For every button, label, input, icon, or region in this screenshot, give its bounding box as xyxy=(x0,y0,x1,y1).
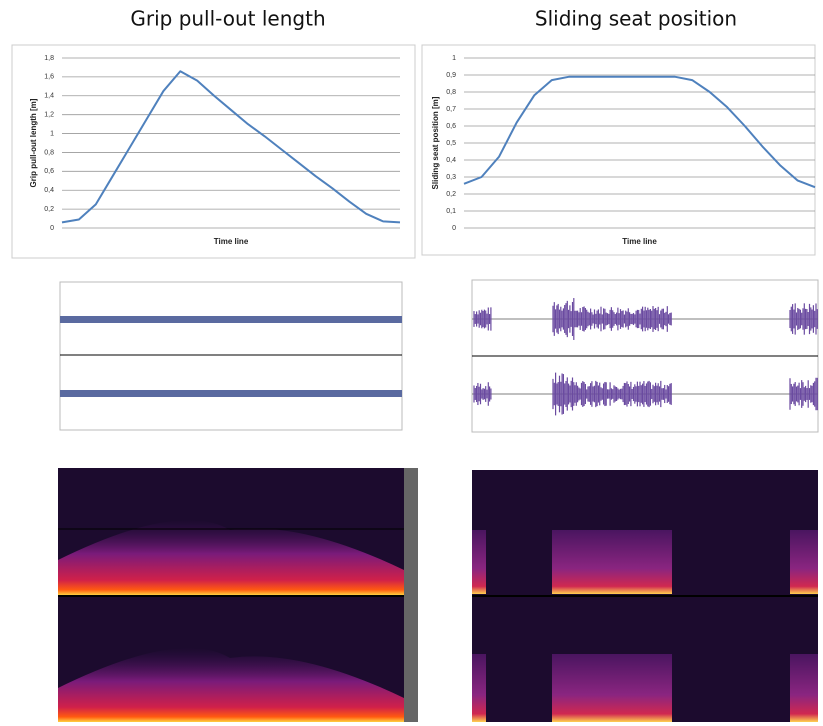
x-axis-label: Time line xyxy=(622,237,657,246)
chart-title: Grip pull-out length xyxy=(130,7,325,31)
y-tick-label: 0,2 xyxy=(44,206,54,213)
y-tick-label: 1,2 xyxy=(44,112,54,119)
y-axis-label: Sliding seat position [m] xyxy=(431,96,440,189)
spectrogram-left xyxy=(58,468,418,722)
y-tick-label: 1,4 xyxy=(44,93,54,100)
waveform-right xyxy=(472,280,818,432)
waveform-left xyxy=(60,282,402,430)
y-tick-label: 0,8 xyxy=(446,89,456,96)
chart-title: Sliding seat position xyxy=(535,7,737,31)
y-tick-label: 0 xyxy=(50,225,54,232)
y-tick-label: 0,4 xyxy=(44,187,54,194)
spectrogram-right xyxy=(472,470,818,722)
y-tick-label: 1,6 xyxy=(44,74,54,81)
y-tick-label: 0,4 xyxy=(446,157,456,164)
figure: Grip pull-out length 0 0,2 0,4 0,6 0,8 1 1,2 1,4… xyxy=(0,0,823,726)
y-tick-label: 0 xyxy=(452,225,456,232)
y-axis-label: Grip pull-out length [m] xyxy=(29,98,38,187)
y-tick-label: 0,6 xyxy=(44,168,54,175)
y-tick-label: 1,8 xyxy=(44,55,54,62)
y-tick-label: 0,9 xyxy=(446,72,456,79)
y-tick-label: 0,1 xyxy=(446,208,456,215)
y-tick-label: 0,3 xyxy=(446,174,456,181)
y-tick-label: 1 xyxy=(50,130,54,137)
x-axis-label: Time line xyxy=(214,237,249,246)
y-tick-label: 0,5 xyxy=(446,140,456,147)
y-tick-label: 0,2 xyxy=(446,191,456,198)
y-tick-label: 0,6 xyxy=(446,123,456,130)
y-tick-label: 0,7 xyxy=(446,106,456,113)
y-tick-label: 1 xyxy=(452,55,456,62)
y-tick-label: 0,8 xyxy=(44,149,54,156)
